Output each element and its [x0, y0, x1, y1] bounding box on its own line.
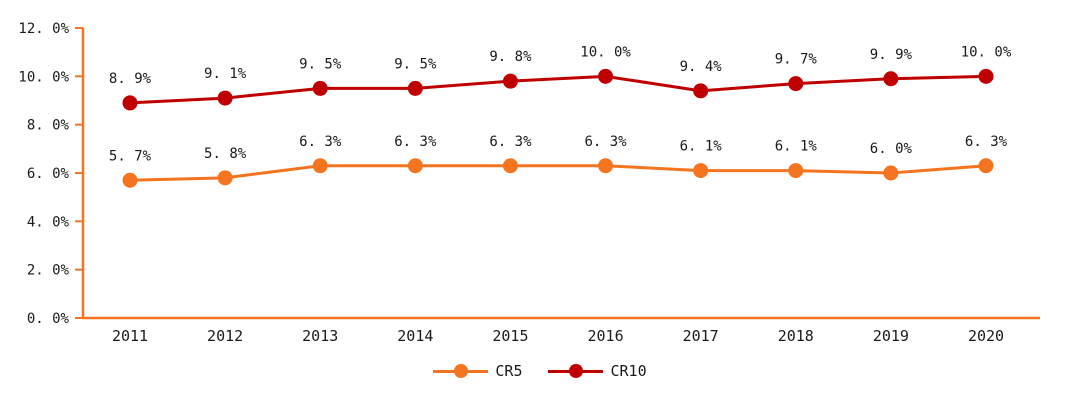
- y-tick-label: 6. 0%: [27, 166, 70, 182]
- y-tick-label: 4. 0%: [27, 214, 70, 230]
- data-label-cr5-2018: 6. 1%: [775, 139, 818, 155]
- data-point-cr10-2019: [883, 71, 899, 87]
- data-point-cr10-2011: [122, 95, 138, 111]
- x-axis-label: 2019: [873, 327, 909, 345]
- x-axis-label: 2016: [587, 327, 623, 345]
- data-label-cr5-2013: 6. 3%: [299, 134, 342, 150]
- data-label-cr10-2014: 9. 5%: [394, 56, 437, 72]
- data-label-cr5-2014: 6. 3%: [394, 134, 437, 150]
- data-label-cr5-2012: 5. 8%: [204, 146, 247, 162]
- cr5-line-marker-icon: [433, 364, 489, 378]
- data-label-cr5-2020: 6. 3%: [965, 134, 1008, 150]
- series-line-cr5: [129, 164, 987, 182]
- line-chart: 0. 0% 2. 0% 4. 0% 6. 0% 8. 0% 10. 0% 12. 0% 201…: [18, 21, 1040, 345]
- x-axis-label: 2014: [397, 327, 433, 345]
- x-axis-label: 2013: [302, 327, 338, 345]
- data-point-cr10-2017: [693, 83, 709, 99]
- y-tick-label: 12. 0%: [18, 21, 69, 37]
- data-label-cr5-2011: 5. 7%: [109, 148, 152, 164]
- y-tick-label: 2. 0%: [27, 263, 70, 279]
- data-point-cr5-2018: [788, 163, 804, 179]
- x-axis-label: 2018: [778, 327, 814, 345]
- data-point-cr5-2011: [122, 172, 138, 188]
- data-point-cr10-2015: [502, 73, 518, 89]
- data-point-cr5-2020: [978, 158, 994, 174]
- data-point-cr5-2012: [217, 170, 233, 186]
- y-tick-label: 10. 0%: [18, 69, 69, 85]
- data-point-cr5-2019: [883, 165, 899, 181]
- data-point-cr5-2015: [502, 158, 518, 174]
- data-point-cr10-2012: [217, 90, 233, 106]
- legend-item-cr5[interactable]: CR5: [433, 361, 523, 380]
- data-point-cr10-2013: [312, 80, 328, 96]
- legend: CR5 CR10: [0, 358, 1080, 384]
- data-point-cr5-2014: [407, 158, 423, 174]
- data-label-cr10-2018: 9. 7%: [775, 52, 818, 68]
- legend-label-cr10: CR10: [610, 361, 647, 380]
- data-label-cr10-2012: 9. 1%: [204, 66, 247, 82]
- data-label-cr5-2017: 6. 1%: [680, 139, 723, 155]
- data-label-cr10-2019: 9. 9%: [870, 47, 913, 63]
- series-line-cr10: [129, 74, 987, 105]
- data-label-cr5-2015: 6. 3%: [489, 134, 532, 150]
- data-point-cr5-2017: [693, 163, 709, 179]
- x-axis-label: 2012: [207, 327, 243, 345]
- data-label-cr10-2015: 9. 8%: [489, 49, 532, 65]
- data-label-cr10-2017: 9. 4%: [680, 59, 723, 75]
- data-point-cr10-2018: [788, 76, 804, 92]
- data-point-cr10-2020: [978, 68, 994, 84]
- data-label-cr10-2016: 10. 0%: [580, 44, 631, 60]
- data-label-cr10-2011: 8. 9%: [109, 71, 152, 87]
- y-tick-label: 0. 0%: [27, 311, 70, 327]
- x-axis-label: 2015: [492, 327, 528, 345]
- y-tick-label: 8. 0%: [27, 118, 70, 134]
- data-point-cr10-2014: [407, 80, 423, 96]
- data-point-cr5-2013: [312, 158, 328, 174]
- legend-label-cr5: CR5: [495, 361, 523, 380]
- data-label-cr5-2019: 6. 0%: [870, 141, 913, 157]
- data-label-cr5-2016: 6. 3%: [584, 134, 627, 150]
- data-label-cr10-2013: 9. 5%: [299, 56, 342, 72]
- legend-item-cr10[interactable]: CR10: [548, 361, 647, 380]
- x-axis-label: 2011: [112, 327, 148, 345]
- data-point-cr5-2016: [598, 158, 614, 174]
- data-point-cr10-2016: [598, 68, 614, 84]
- x-axis-label: 2020: [968, 327, 1004, 345]
- x-axis-label: 2017: [683, 327, 719, 345]
- cr10-line-marker-icon: [548, 364, 604, 378]
- data-label-cr10-2020: 10. 0%: [961, 44, 1012, 60]
